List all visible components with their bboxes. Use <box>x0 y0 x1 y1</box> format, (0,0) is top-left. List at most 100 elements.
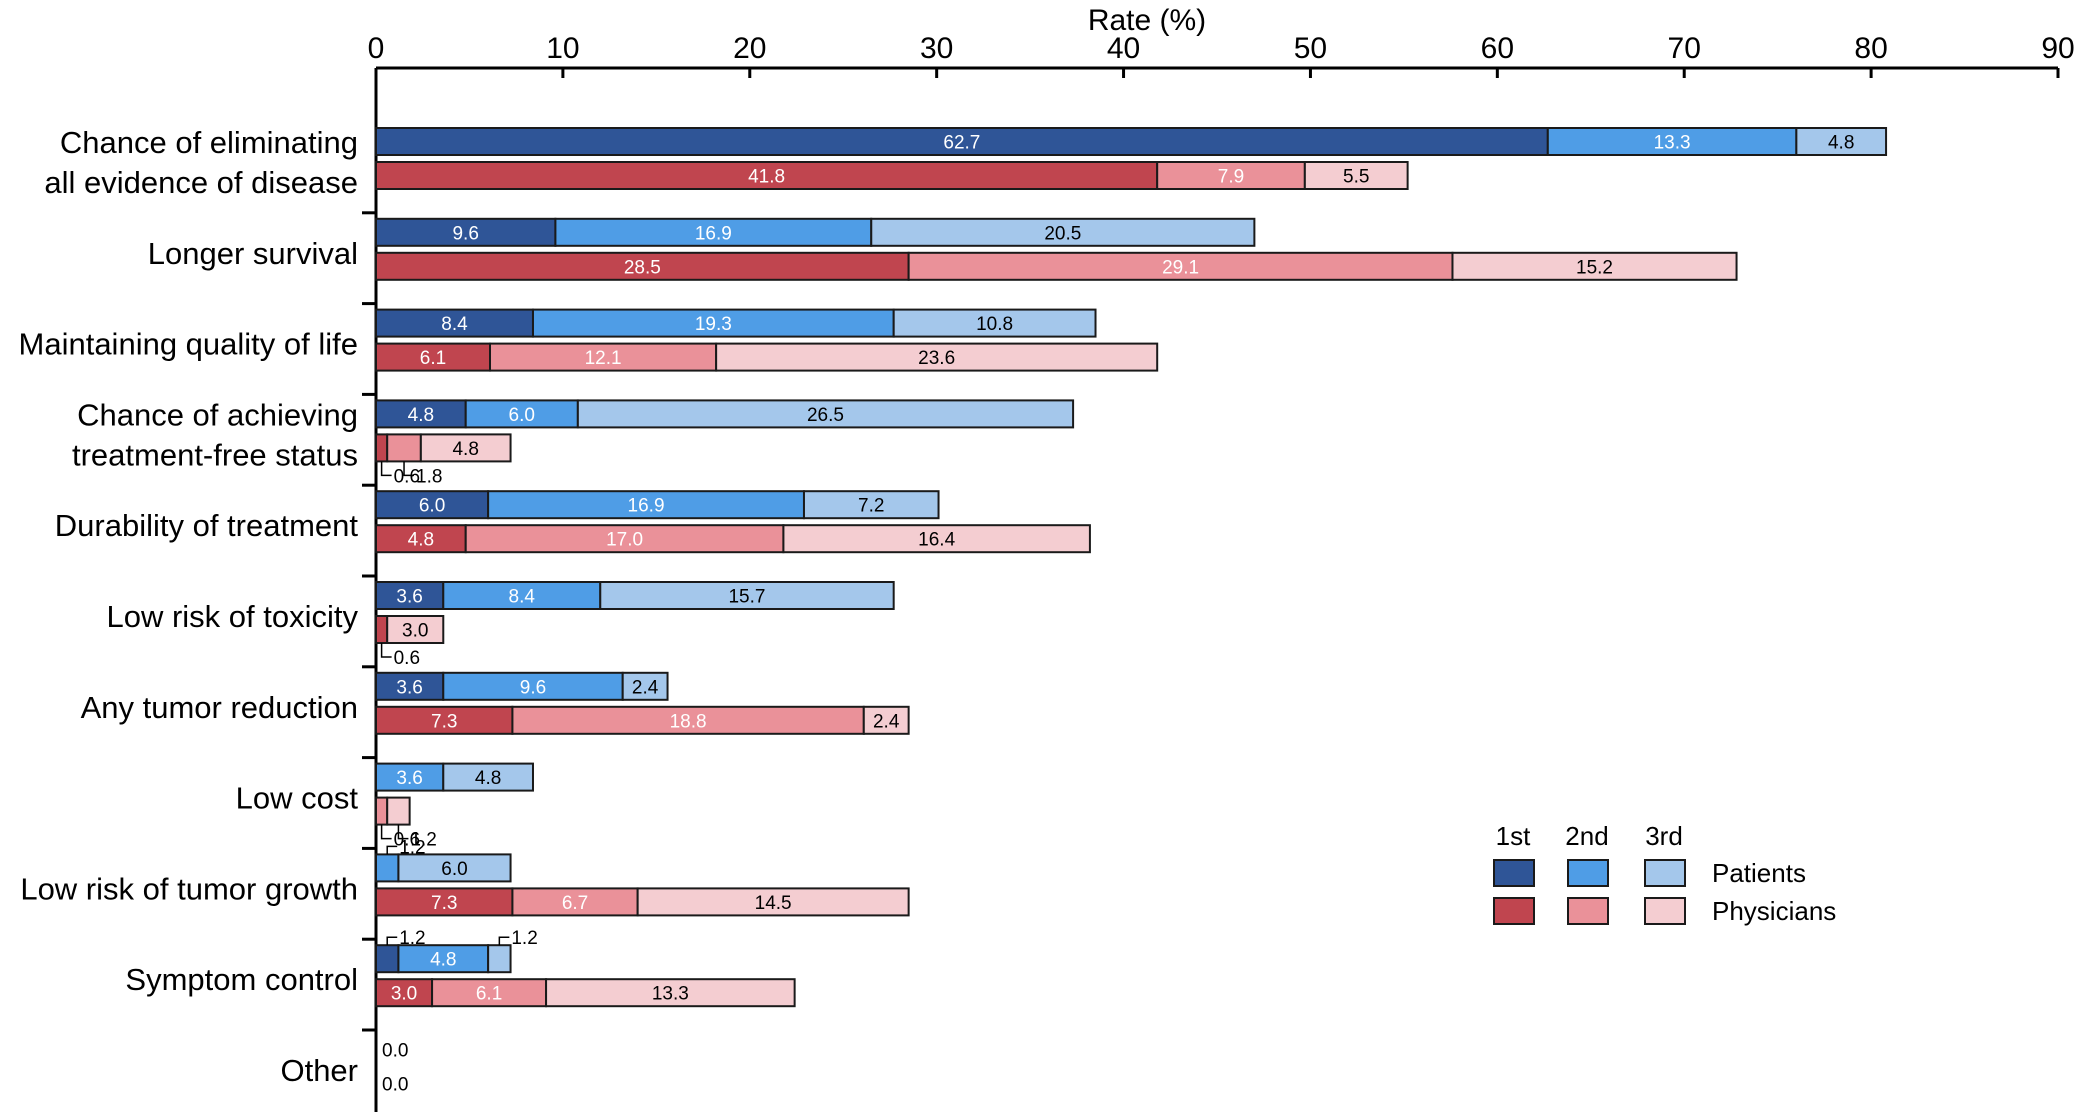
bar-patients-rank-3 <box>487 944 512 974</box>
bar-physicians-rank-3 <box>1303 161 1409 190</box>
bar-physicians-rank-3 <box>545 978 796 1008</box>
x-tick-label: 30 <box>920 32 953 65</box>
bar-value-label: 6.0 <box>509 405 535 426</box>
legend-group-label: Patients <box>1712 858 1806 888</box>
category-label: Any tumor reduction <box>81 690 358 725</box>
category-label: Longer survival <box>148 236 358 271</box>
bar-value-label: 2.4 <box>632 677 659 698</box>
bar-physicians-rank-3 <box>386 615 445 644</box>
x-tick-label: 90 <box>2041 32 2074 65</box>
category-label: Low cost <box>236 781 359 816</box>
bar-value-label: 4.8 <box>408 405 434 426</box>
bar-patients-rank-3 <box>442 762 534 792</box>
bar-patients-rank-1 <box>375 308 534 338</box>
bar-physicians-rank-2 <box>489 342 718 372</box>
bar-patients-rank-3 <box>802 490 940 520</box>
category-label: Low risk of tumor growth <box>20 871 358 906</box>
bar-value-label: 16.9 <box>628 496 665 517</box>
x-axis-title: Rate (%) <box>1088 4 1206 37</box>
bar-physicians-rank-3 <box>862 705 910 735</box>
bar-value-label: 13.3 <box>652 984 689 1005</box>
x-tick-label: 40 <box>1107 32 1140 65</box>
bar-patients-rank-2 <box>375 853 400 883</box>
category-label: all evidence of disease <box>44 165 358 200</box>
bar-physicians-rank-1 <box>375 433 389 463</box>
bar-patients-rank-2 <box>375 762 445 792</box>
bar-physicians-rank-3 <box>715 342 1159 372</box>
bar-patients-rank-3 <box>576 399 1075 429</box>
x-tick-label: 60 <box>1481 32 1514 65</box>
bar-physicians-rank-2 <box>1156 161 1306 190</box>
bar-physicians-rank-1 <box>375 615 389 644</box>
legend-swatch <box>1567 859 1609 887</box>
bar-value-label: 6.7 <box>562 893 588 914</box>
bar-value-label: 16.4 <box>918 530 955 551</box>
category-label: treatment-free status <box>72 437 358 472</box>
bar-value-label: 8.4 <box>509 587 536 608</box>
category-label: Symptom control <box>125 962 358 997</box>
category-label: Maintaining quality of life <box>19 327 358 362</box>
bar-value-label: 4.8 <box>475 768 501 789</box>
bar-patients-rank-2 <box>531 308 895 338</box>
bar-physicians-rank-2 <box>464 524 785 554</box>
x-tick-label: 10 <box>546 32 579 65</box>
bar-value-label: 14.5 <box>755 893 792 914</box>
legend-rank-label: 1st <box>1496 821 1531 851</box>
bar-value-label: 4.8 <box>430 950 456 971</box>
x-tick-label: 50 <box>1294 32 1327 65</box>
bar-physicians-rank-2 <box>431 978 548 1008</box>
category-label: Chance of eliminating <box>60 125 358 160</box>
leader-line <box>380 643 392 658</box>
bar-value-label: 15.2 <box>1576 257 1613 278</box>
bar-patients-rank-1 <box>375 127 1549 156</box>
leader-line <box>386 936 398 946</box>
legend-swatch <box>1493 897 1535 925</box>
bar-value-label: 19.3 <box>695 314 732 335</box>
bar-value-label: 62.7 <box>943 133 980 154</box>
bar-value-label: 1.2 <box>410 830 436 851</box>
bar-patients-rank-2 <box>487 490 805 520</box>
bar-physicians-rank-2 <box>907 251 1454 281</box>
legend-rank-label: 3rd <box>1645 821 1683 851</box>
leader-line <box>397 824 409 840</box>
bar-value-label: 13.3 <box>1654 133 1691 154</box>
legend-swatch <box>1493 859 1535 887</box>
leader-line <box>380 461 392 477</box>
leader-line <box>403 461 415 477</box>
bar-physicians-rank-3 <box>782 524 1091 554</box>
bar-value-label: 28.5 <box>624 257 661 278</box>
legend-group-label: Physicians <box>1712 896 1836 926</box>
bar-physicians-rank-1 <box>375 705 514 735</box>
bar-value-label: 3.6 <box>396 768 422 789</box>
bar-value-label: 26.5 <box>807 405 844 426</box>
bar-physicians-rank-2 <box>375 796 389 826</box>
x-tick-label: 70 <box>1668 32 1701 65</box>
bar-value-label: 1.2 <box>511 928 537 949</box>
bar-patients-rank-1 <box>375 217 557 247</box>
legend-swatch <box>1644 859 1686 887</box>
bar-value-label: 9.6 <box>520 677 546 698</box>
category-label: Other <box>280 1053 358 1088</box>
bar-physicians-rank-3 <box>1451 251 1738 281</box>
bar-physicians-rank-2 <box>386 433 422 463</box>
bar-physicians-rank-3 <box>419 433 512 463</box>
bar-patients-rank-3 <box>870 217 1256 247</box>
bar-patients-rank-2 <box>1546 127 1798 156</box>
bar-value-label: 7.9 <box>1218 167 1244 188</box>
bar-value-label: 16.9 <box>695 223 732 244</box>
legend-rank-label: 2nd <box>1565 821 1608 851</box>
bar-value-label: 4.8 <box>1828 133 1854 154</box>
bar-physicians-rank-3 <box>386 796 411 826</box>
bar-patients-rank-3 <box>397 853 512 883</box>
category-label: Low risk of toxicity <box>106 599 358 634</box>
bar-value-label: 6.0 <box>419 496 445 517</box>
bar-value-label: 1.2 <box>399 837 425 858</box>
bar-value-label: 6.0 <box>441 859 467 880</box>
bar-value-label: 0.6 <box>394 830 420 851</box>
bar-value-label: 3.6 <box>396 677 422 698</box>
x-tick-label: 20 <box>733 32 766 65</box>
bar-value-label: 1.2 <box>399 928 425 949</box>
bar-value-label: 0.6 <box>394 648 420 669</box>
bar-value-label: 15.7 <box>728 587 765 608</box>
